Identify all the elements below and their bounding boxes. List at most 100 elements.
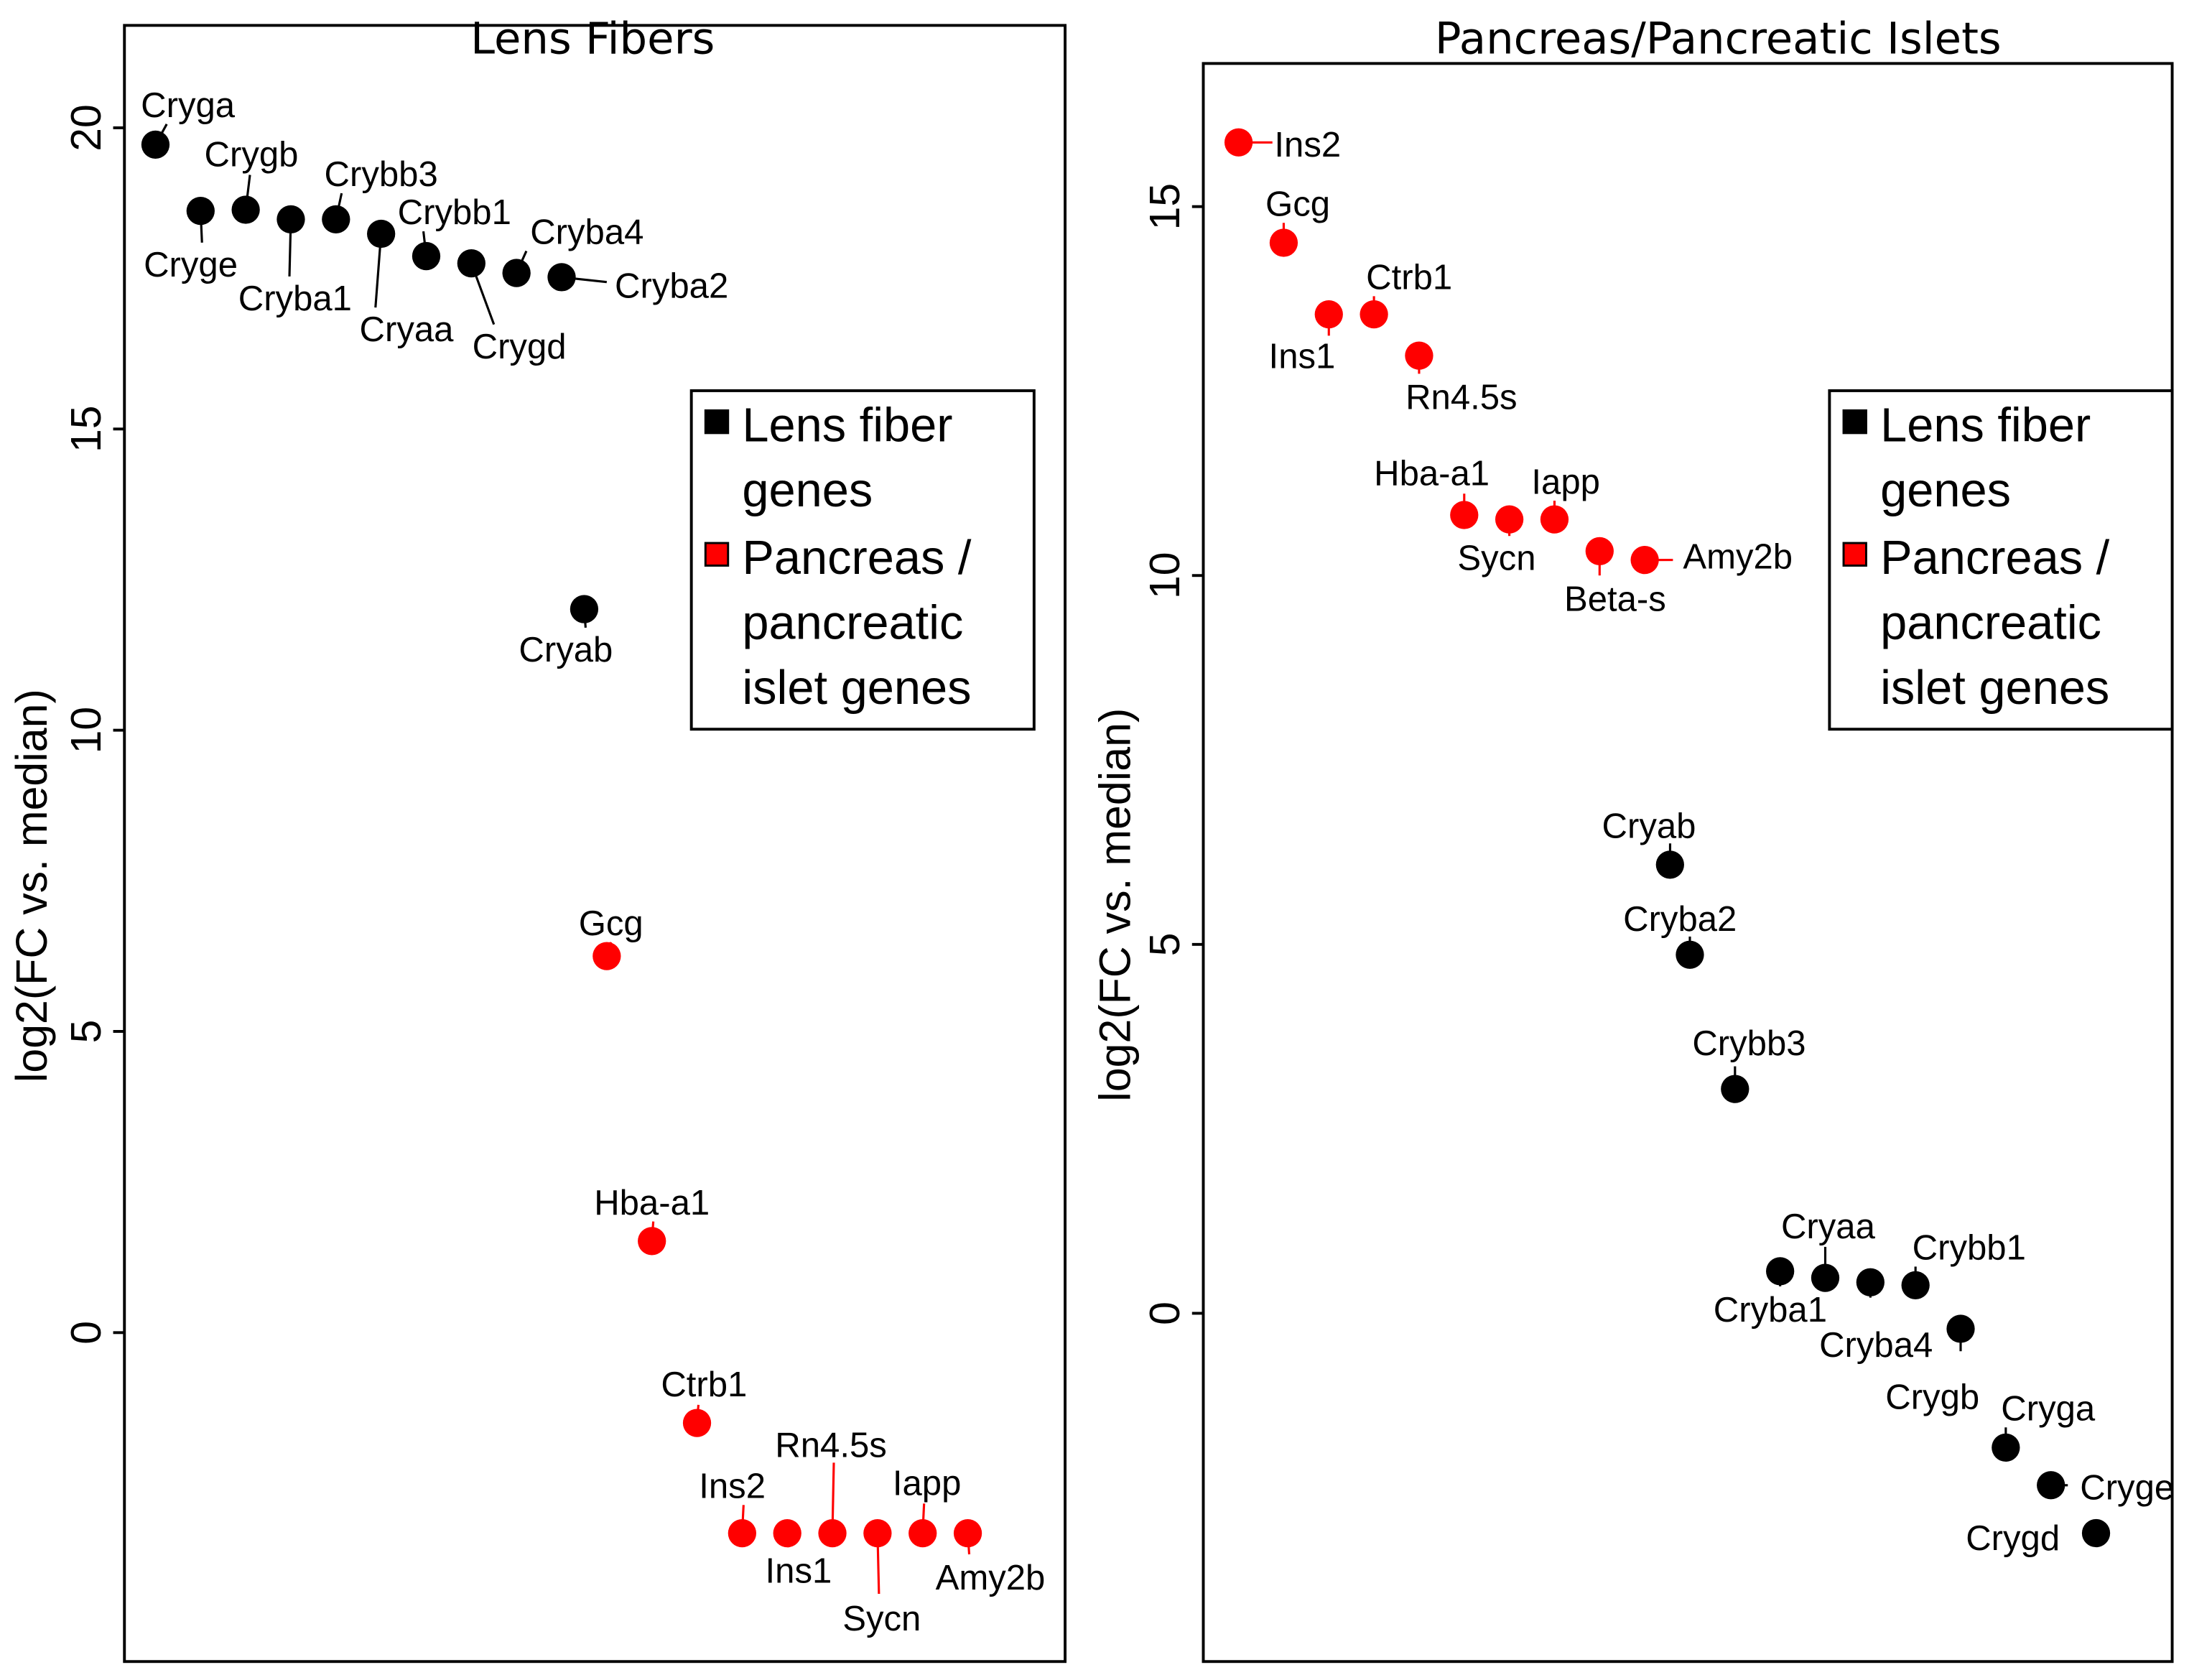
data-point — [1946, 1314, 1974, 1342]
data-point — [954, 1519, 982, 1547]
point-label: Cryga — [2001, 1389, 2096, 1428]
data-point — [231, 195, 259, 223]
point-label: Crygb — [205, 136, 299, 175]
data-point — [503, 259, 531, 287]
data-point — [1315, 300, 1343, 328]
y-axis-label: log2(FC vs. median) — [7, 689, 56, 1082]
point-label: Ctrb1 — [1366, 259, 1452, 297]
legend-label: Pancreas / — [742, 532, 972, 585]
data-point — [592, 942, 621, 970]
data-point — [683, 1409, 711, 1437]
data-point — [908, 1519, 937, 1547]
legend-label: islet genes — [742, 662, 971, 715]
point-label: Hba-a1 — [594, 1184, 710, 1222]
data-point — [1676, 941, 1704, 969]
point-label: Crybb1 — [1913, 1229, 2026, 1268]
data-point — [2082, 1519, 2110, 1547]
point-label: Crybb3 — [1692, 1024, 1806, 1063]
point-label: Amy2b — [936, 1559, 1046, 1597]
legend-swatch — [1844, 410, 1866, 432]
data-point — [1495, 506, 1523, 534]
data-point — [863, 1519, 891, 1547]
point-label: Crygb — [1885, 1378, 1979, 1417]
point-label: Cryba4 — [530, 213, 643, 252]
legend-swatch — [1844, 543, 1866, 565]
point-label: Sycn — [1457, 539, 1535, 577]
data-point — [1270, 228, 1298, 256]
data-point — [1721, 1075, 1749, 1103]
y-tick-label: 15 — [63, 406, 110, 453]
legend-swatch — [705, 410, 728, 432]
data-point — [1656, 850, 1684, 878]
y-tick-label: 0 — [63, 1321, 110, 1345]
point-label: Beta-s — [1564, 580, 1666, 618]
legend-label: islet genes — [1880, 662, 2109, 715]
chart-title: Lens Fibers — [470, 14, 715, 65]
legend-label: pancreatic — [742, 597, 963, 650]
data-point — [457, 249, 485, 277]
point-label: Cryga — [141, 86, 236, 125]
data-point — [638, 1227, 666, 1255]
point-label: Cryab — [519, 631, 613, 669]
point-label: Gcg — [1265, 185, 1330, 223]
legend-label: Lens fiber — [1880, 399, 2091, 453]
legend-label: pancreatic — [1880, 597, 2101, 650]
data-point — [1224, 129, 1253, 157]
data-point — [276, 205, 305, 233]
point-label: Sycn — [842, 1600, 921, 1638]
point-label: Rn4.5s — [775, 1426, 887, 1465]
point-label: Iapp — [1531, 463, 1600, 501]
point-label: Ins1 — [1269, 338, 1336, 376]
legend-label: genes — [1880, 464, 2011, 517]
data-point — [1631, 546, 1659, 574]
point-label: Crybb1 — [398, 193, 511, 232]
point-label: Ins2 — [1274, 126, 1341, 164]
data-point — [412, 242, 440, 270]
y-tick-label: 5 — [1142, 932, 1189, 956]
data-point — [1360, 300, 1388, 328]
y-tick-label: 5 — [63, 1020, 110, 1044]
data-point — [322, 205, 350, 233]
point-label: Iapp — [893, 1465, 962, 1503]
point-label: Crygd — [473, 328, 567, 366]
point-label: Cryba2 — [615, 266, 728, 305]
point-label: Ins2 — [699, 1467, 766, 1505]
data-point — [1766, 1257, 1794, 1285]
point-label: Crybb3 — [325, 155, 438, 194]
point-label: Gcg — [579, 904, 643, 943]
chart-panel-2: Pancreas/Pancreatic Islets051015log2(FC … — [1090, 14, 2174, 1662]
point-label: Ins1 — [766, 1551, 832, 1590]
chart-title: Pancreas/Pancreatic Islets — [1435, 14, 2002, 65]
y-tick-label: 0 — [1142, 1302, 1189, 1325]
data-point — [570, 595, 598, 623]
data-point — [773, 1519, 801, 1547]
data-point — [1856, 1268, 1885, 1296]
point-label: Cryge — [2080, 1468, 2174, 1507]
point-label: Cryaa — [1781, 1207, 1876, 1246]
data-point — [1902, 1271, 1930, 1299]
legend-label: genes — [742, 464, 873, 517]
point-label: Amy2b — [1683, 537, 1793, 576]
point-label: Cryge — [144, 246, 238, 284]
point-label: Cryab — [1602, 807, 1696, 845]
legend-swatch — [705, 543, 728, 565]
data-point — [818, 1519, 846, 1547]
data-point — [1811, 1263, 1839, 1291]
data-point — [1540, 506, 1569, 534]
point-label: Hba-a1 — [1374, 455, 1490, 493]
y-axis-label: log2(FC vs. median) — [1090, 708, 1139, 1102]
point-label: Cryba2 — [1623, 900, 1737, 939]
data-point — [1992, 1434, 2020, 1462]
y-tick-label: 20 — [63, 104, 110, 152]
plot-frame — [124, 25, 1065, 1661]
chart-panel-1: Lens Fibers 0 5 10 15 20 log2(FC vs. median) Cr… — [7, 14, 1065, 1662]
y-tick-label: 10 — [63, 707, 110, 754]
point-label: Ctrb1 — [661, 1365, 747, 1404]
y-tick-label: 15 — [1142, 183, 1189, 231]
point-label: Rn4.5s — [1405, 378, 1518, 417]
data-point — [1405, 341, 1433, 369]
point-label: Cryba1 — [238, 279, 352, 318]
